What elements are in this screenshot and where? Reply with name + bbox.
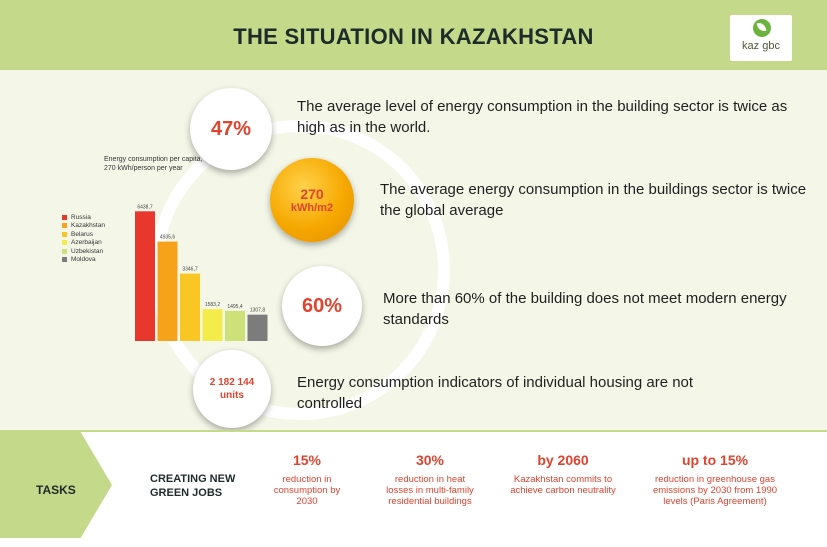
logo-text: kaz gbc [742,40,780,52]
legend-swatch [62,257,67,263]
legend-swatch [62,231,67,237]
bar-value-label: 6438,7 [137,204,153,210]
task-item-4: up to 15% reduction in greenhouse gas em… [650,452,780,507]
bar-value-label: 1495,4 [227,304,243,310]
legend-item: Moldova [62,256,105,265]
green-jobs-label: CREATING NEW GREEN JOBS [150,472,235,500]
task-head: 30% [415,452,445,468]
fact-text-3: More than 60% of the building does not m… [383,290,787,328]
legend-swatch [62,240,67,246]
legend-label: Uzbekistan [71,247,104,255]
stat-circle-60: 60% [282,266,362,346]
green-jobs-line-2: GREEN JOBS [150,487,223,499]
green-jobs-line-1: CREATING NEW [150,473,236,485]
legend-label: Moldova [71,256,96,264]
stat-circle-47: 47% [190,88,272,170]
bar-belarus [180,273,200,341]
legend-item: Azerbaijan [62,239,105,248]
chart-title-line-2: 270 kWh/person per year [104,165,183,172]
legend-item: Kazakhstan [62,222,105,231]
legend-item: Uzbekistan [62,247,105,256]
bar-value-label: 1307,8 [250,308,266,314]
stat-value: 2 182 144 [209,377,255,388]
leaf-icon [753,19,771,37]
task-desc: reduction in consumption by 2030 [273,474,341,507]
chart-title: Energy consumption per capita, 270 kWh/p… [104,155,202,173]
bar-moldova [247,314,268,341]
legend-item: Belarus [62,230,105,239]
fact-text-4: Energy consumption indicators of individ… [297,374,694,412]
bar-uzbekistan [225,310,245,341]
logo: kaz gbc [730,15,792,61]
stat-value: 270 [300,186,324,202]
task-head: up to 15% [681,452,749,468]
legend-label: Russia [71,213,91,221]
stat-unit: units [220,390,244,401]
chart-legend: Russia Kazakhstan Belarus Azerbaijan Uzbekis… [62,213,105,264]
legend-label: Kazakhstan [71,222,105,230]
task-item-2: 30% reduction in heat losses in multi-fa… [382,452,478,507]
tasks-label: TASKS [36,483,76,497]
fact-text-1: The average level of energy consumption … [297,98,788,136]
task-item-3: by 2060 Kazakhstan commits to achieve ca… [508,452,618,496]
bar-value-label: 1583,2 [205,302,221,308]
tasks-band [0,430,827,540]
energy-bar-chart: 6438,7 4935,6 3346,7 1583,2 1495,4 1307,8 [135,204,268,341]
stat-value: 60% [301,294,343,317]
bar-azerbaijan [202,309,223,341]
legend-swatch [62,223,67,229]
legend-label: Belarus [71,230,94,238]
stat-circle-270: 270 kWh/m2 [270,158,354,242]
task-desc: reduction in greenhouse gas emissions by… [652,474,778,507]
stat-circle-units: 2 182 144 units [193,350,271,428]
legend-label: Azerbaijan [71,239,102,247]
bar-value-label: 3346,7 [182,267,198,273]
task-head: by 2060 [537,452,589,468]
stat-value: 47% [210,117,252,140]
bar-russia [135,211,155,341]
chart-title-line-1: Energy consumption per capita, [104,156,203,163]
legend-swatch [62,214,67,220]
bar-kazakhstan [157,241,178,341]
task-desc: reduction in heat losses in multi-family… [386,474,474,507]
legend-swatch [62,248,67,254]
task-item-1: 15% reduction in consumption by 2030 [272,452,342,507]
legend-item: Russia [62,213,105,222]
fact-text-2: The average energy consumption in the bu… [380,181,807,219]
page-title: THE SITUATION IN KAZAKHSTAN [233,24,594,49]
header-band: THE SITUATION IN KAZAKHSTAN kaz gbc [0,0,827,70]
stat-unit: kWh/m2 [290,202,334,214]
task-desc: Kazakhstan commits to achieve carbon neu… [510,474,616,496]
task-head: 15% [292,452,322,468]
bar-value-label: 4935,6 [160,235,176,241]
